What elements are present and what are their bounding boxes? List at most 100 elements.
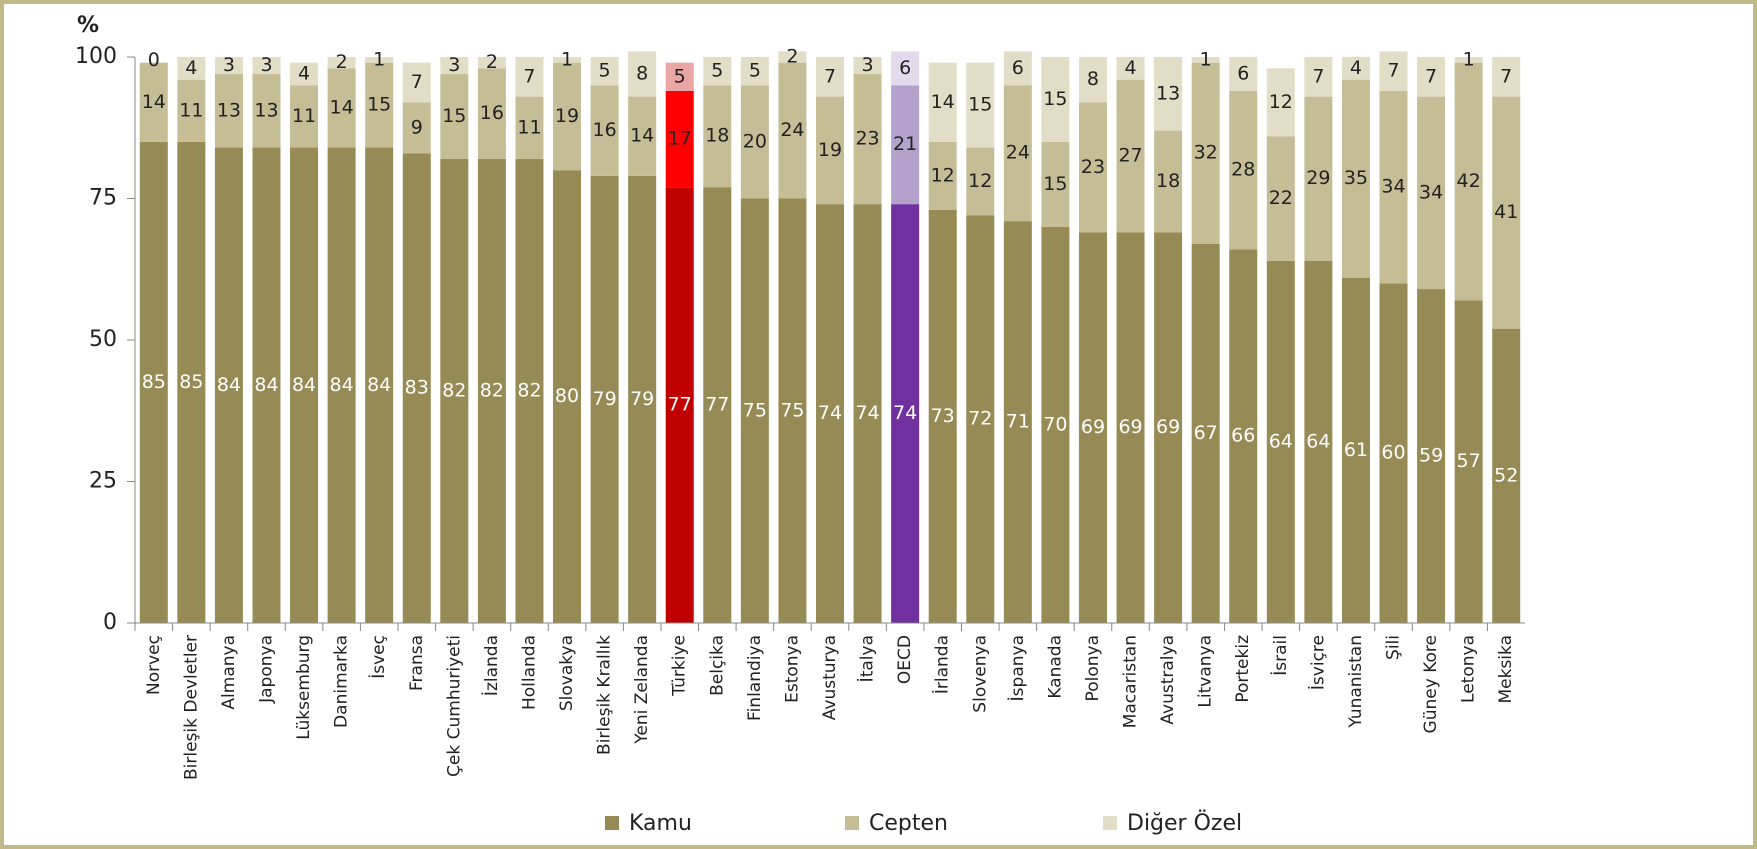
x-tick-label: Türkiye bbox=[670, 635, 690, 697]
x-tick-label: Çek Cumhuriyeti bbox=[444, 635, 464, 777]
data-label: 19 bbox=[555, 105, 579, 127]
x-tick-label: Macaristan bbox=[1121, 635, 1141, 728]
data-label: 2 bbox=[786, 46, 798, 68]
data-label: 72 bbox=[968, 408, 992, 430]
data-label: 12 bbox=[1269, 91, 1293, 113]
data-label: 23 bbox=[855, 128, 879, 150]
bar-segment bbox=[515, 96, 544, 159]
data-label: 7 bbox=[1425, 65, 1437, 87]
bar-segment bbox=[252, 73, 281, 148]
data-label: 84 bbox=[330, 374, 354, 396]
data-label: 69 bbox=[1156, 416, 1180, 438]
x-tick-label: Belçika bbox=[707, 635, 727, 696]
bar-segment bbox=[139, 141, 168, 623]
data-label: 35 bbox=[1344, 167, 1368, 189]
x-tick-label: Yunanistan bbox=[1346, 635, 1366, 729]
bar-segment bbox=[1341, 277, 1370, 623]
data-label: 64 bbox=[1306, 430, 1330, 452]
bar-segment bbox=[402, 62, 431, 103]
bar-segment bbox=[1492, 328, 1521, 623]
bar-segment bbox=[139, 62, 168, 142]
data-label: 3 bbox=[448, 54, 460, 76]
bar-segment bbox=[590, 85, 619, 176]
x-tick-label: Avustralya bbox=[1158, 635, 1178, 725]
data-label: 84 bbox=[367, 374, 391, 396]
data-label: 24 bbox=[1006, 142, 1030, 164]
data-label: 57 bbox=[1457, 450, 1481, 472]
x-tick-label: Estonya bbox=[782, 635, 802, 703]
data-label: 34 bbox=[1381, 176, 1405, 198]
data-label: 23 bbox=[1081, 156, 1105, 178]
bar-segment bbox=[665, 62, 694, 91]
bar-segment bbox=[703, 85, 732, 188]
data-label: 64 bbox=[1269, 430, 1293, 452]
data-label: 13 bbox=[217, 99, 241, 121]
legend-label: Kamu bbox=[629, 811, 692, 836]
data-label: 14 bbox=[330, 96, 354, 118]
bar-segment bbox=[1379, 283, 1408, 623]
data-label: 6 bbox=[1237, 62, 1249, 84]
bar-segment bbox=[1003, 85, 1032, 222]
data-label: 16 bbox=[480, 102, 504, 124]
bar-segment bbox=[553, 170, 582, 623]
data-label: 66 bbox=[1231, 425, 1255, 447]
data-label: 18 bbox=[1156, 170, 1180, 192]
y-tick-label: 75 bbox=[89, 186, 117, 211]
data-label: 11 bbox=[292, 105, 316, 127]
x-tick-label: Fransa bbox=[407, 635, 427, 691]
data-label: 69 bbox=[1081, 416, 1105, 438]
data-label: 7 bbox=[1500, 65, 1512, 87]
data-label: 21 bbox=[893, 133, 917, 155]
bar-segment bbox=[628, 175, 657, 624]
bar-segment bbox=[816, 57, 844, 97]
bar-segment bbox=[440, 158, 469, 623]
legend-swatch bbox=[605, 816, 619, 830]
data-label: 22 bbox=[1269, 187, 1293, 209]
bar-segment bbox=[590, 175, 619, 624]
data-label: 15 bbox=[367, 94, 391, 116]
bar-segment bbox=[1266, 136, 1295, 261]
x-tick-label: Almanya bbox=[219, 635, 239, 710]
x-tick-label: Hollanda bbox=[519, 635, 539, 710]
bar-segment bbox=[740, 85, 769, 199]
bar-segment bbox=[891, 204, 920, 623]
data-label: 79 bbox=[593, 388, 617, 410]
data-label: 11 bbox=[517, 116, 541, 138]
data-label: 82 bbox=[442, 379, 466, 401]
bar-segment bbox=[477, 68, 506, 159]
data-label: 79 bbox=[630, 388, 654, 410]
data-label: 61 bbox=[1344, 439, 1368, 461]
x-tick-label: İrlanda bbox=[932, 635, 953, 694]
data-label: 4 bbox=[1124, 57, 1136, 79]
bar-segment bbox=[290, 85, 319, 148]
bar-segment bbox=[1417, 96, 1446, 290]
bar-segment bbox=[665, 90, 694, 188]
data-label: 83 bbox=[405, 377, 429, 399]
data-label: 14 bbox=[630, 125, 654, 147]
bar-segment bbox=[1041, 141, 1070, 227]
bar-segment bbox=[966, 62, 995, 148]
data-label: 69 bbox=[1118, 416, 1142, 438]
bar-segment bbox=[365, 147, 394, 623]
x-tick-label: Slovenya bbox=[970, 635, 990, 713]
bar-segment bbox=[1191, 57, 1220, 63]
bar-segment bbox=[1078, 232, 1107, 623]
data-label: 7 bbox=[523, 65, 535, 87]
legend-swatch bbox=[845, 816, 859, 830]
x-tick-label: Şili bbox=[1384, 635, 1404, 660]
x-tick-label: Avusturya bbox=[820, 635, 840, 720]
data-label: 5 bbox=[674, 65, 686, 87]
bar-segment bbox=[1003, 51, 1032, 86]
bar-segment bbox=[966, 215, 995, 624]
bar-segment bbox=[1304, 96, 1333, 261]
data-label: 8 bbox=[636, 62, 648, 84]
data-label: 18 bbox=[705, 125, 729, 147]
data-label: 1 bbox=[561, 48, 573, 70]
x-tick-label: Yeni Zelanda bbox=[632, 635, 652, 745]
data-label: 12 bbox=[968, 170, 992, 192]
data-label: 4 bbox=[1350, 57, 1362, 79]
data-label: 15 bbox=[1043, 88, 1067, 110]
x-tick-label: İtalya bbox=[857, 635, 878, 682]
data-label: 74 bbox=[818, 402, 842, 424]
x-tick-label: Birleşik Devletler bbox=[181, 635, 201, 780]
